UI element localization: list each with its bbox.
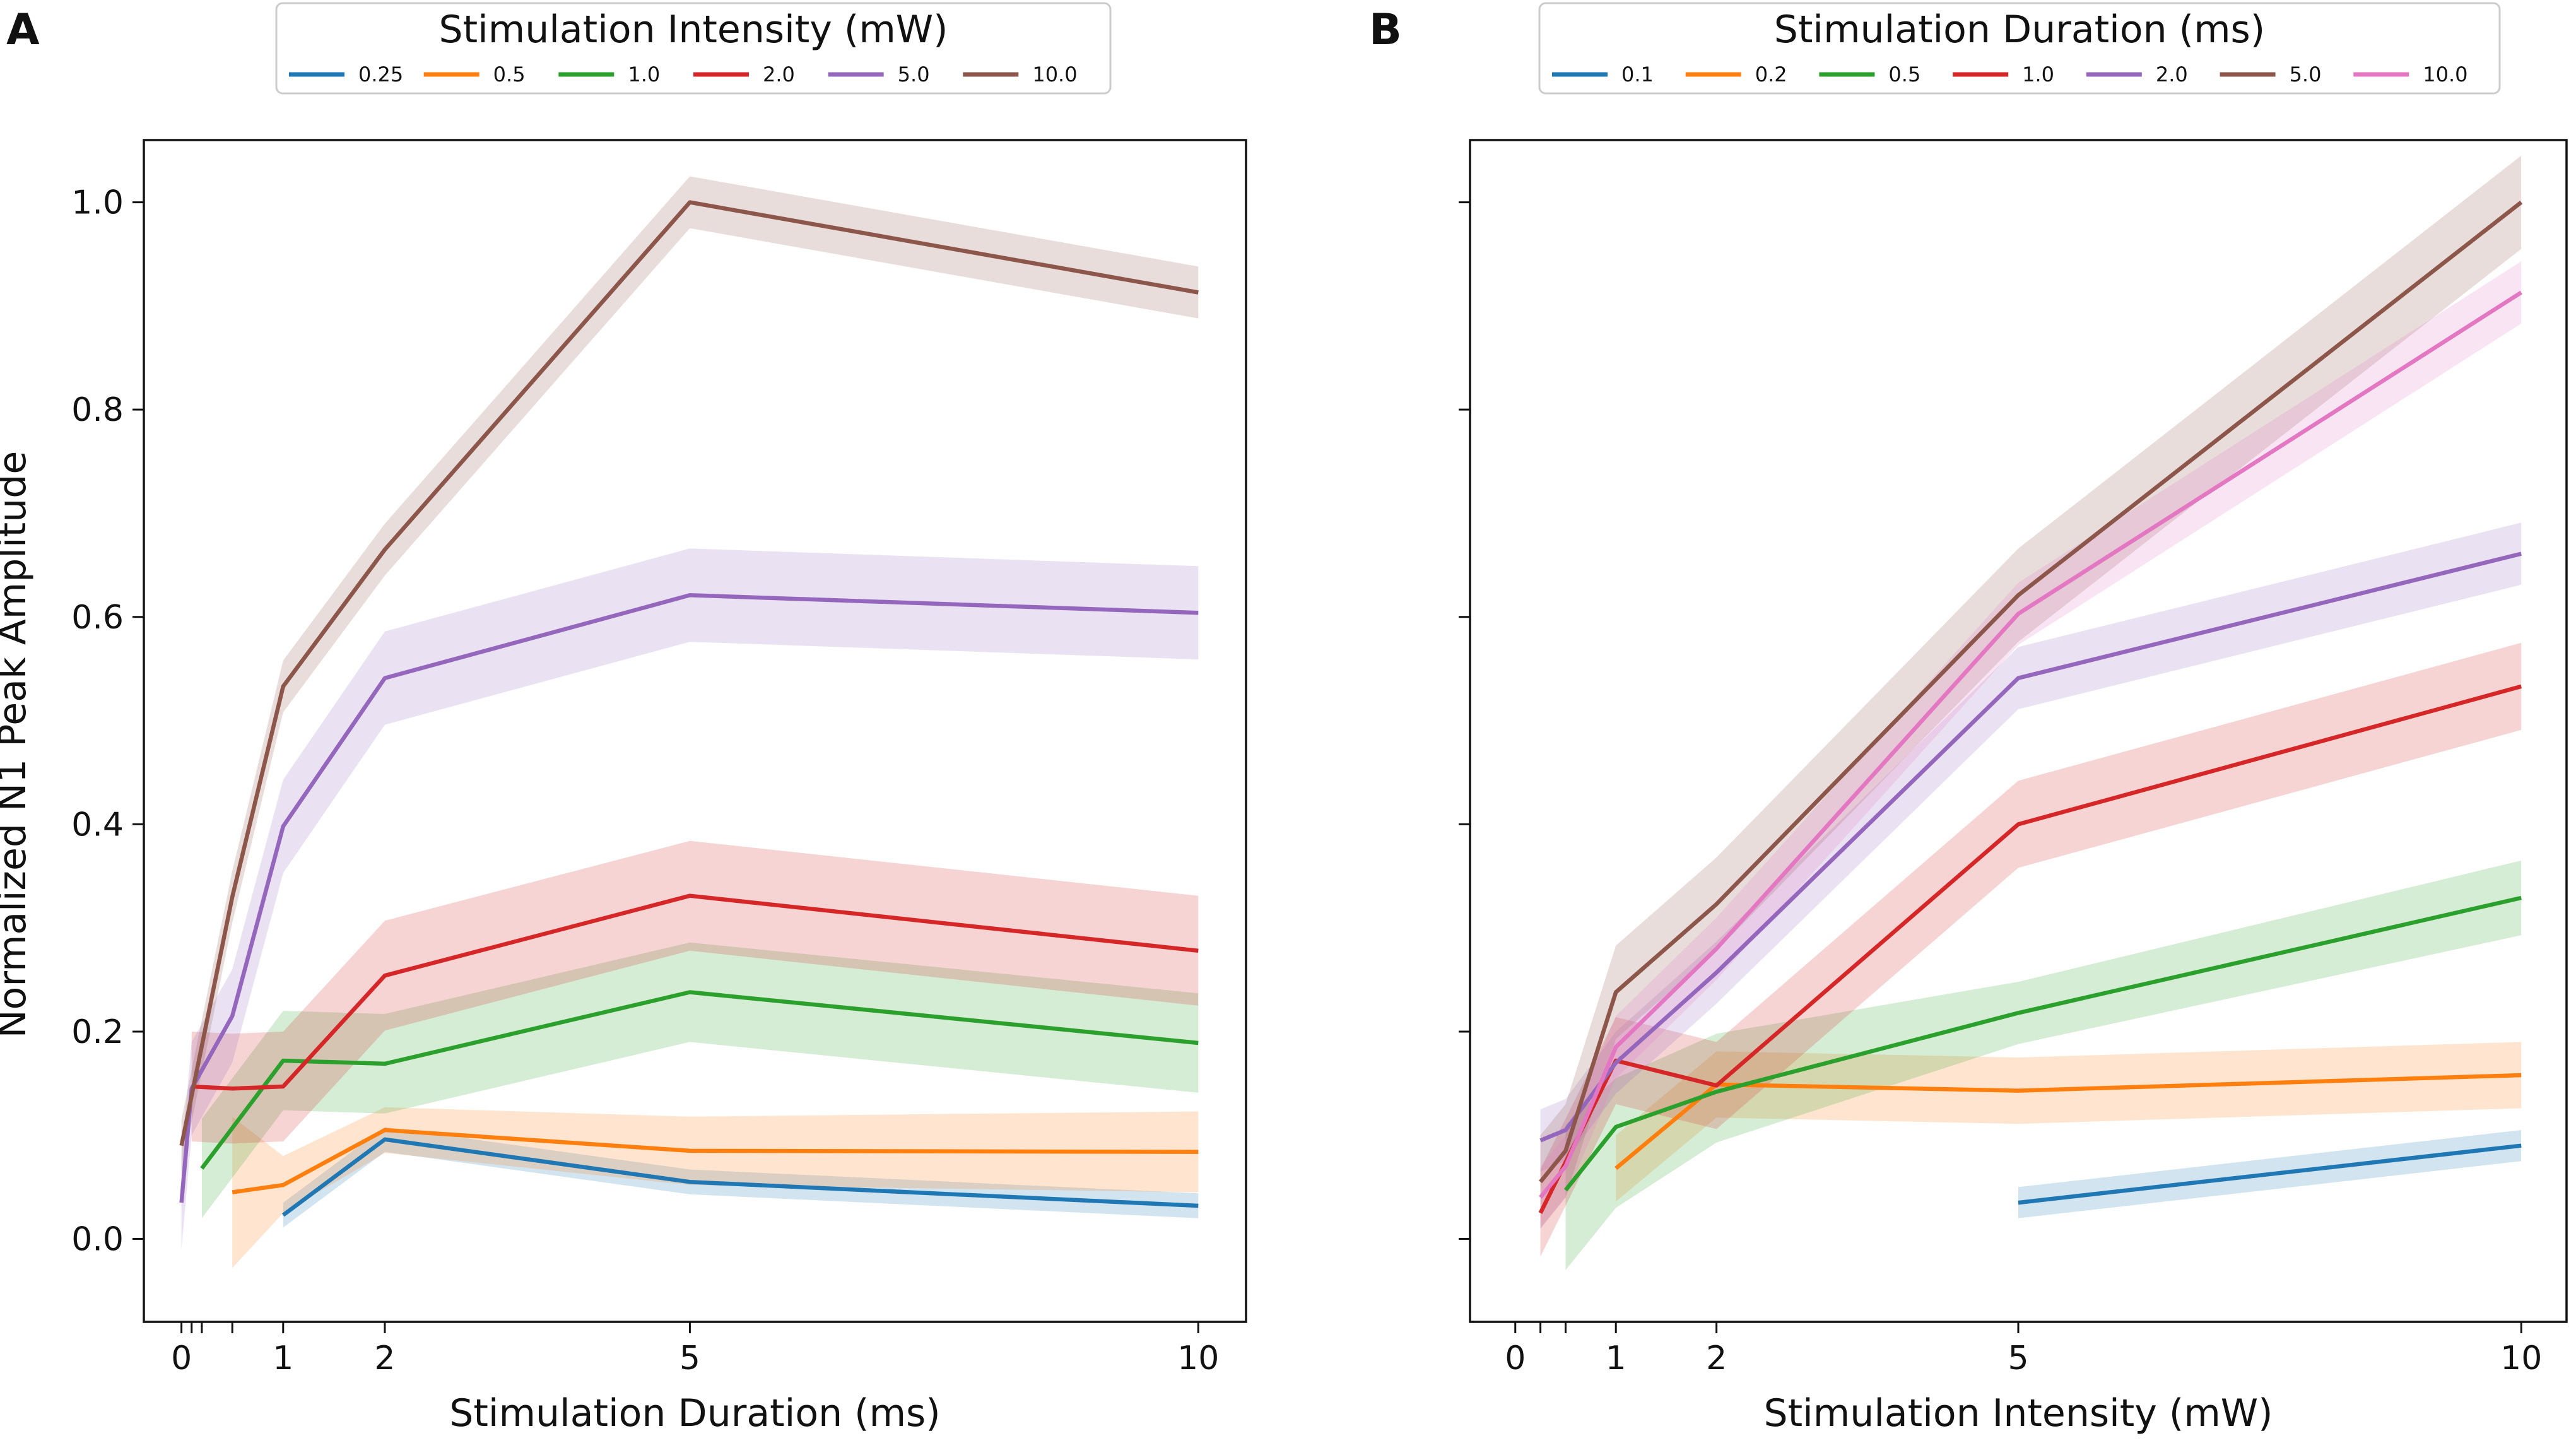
x-tick-label: 1: [1606, 1340, 1626, 1377]
series-line: [232, 1128, 1199, 1194]
y-tick-label: 0.0: [71, 1221, 124, 1259]
x-tick-label: 0: [1505, 1340, 1526, 1377]
legend-entry-label: 0.5: [493, 62, 526, 86]
series-band: [1565, 860, 2522, 1270]
series-line: [200, 990, 1199, 1170]
series-band: [232, 1107, 1199, 1268]
x-tick-label: 5: [679, 1340, 700, 1377]
y-tick-label: 0.8: [71, 391, 124, 429]
y-tick-label: 0.2: [71, 1013, 124, 1051]
y-axis-label: Normalized N1 Peak Amplitude: [0, 451, 35, 1038]
panel-b: B 0 1 2 5 10 Stimulation Intensity (mW) Stimula…: [1369, 2, 2568, 1435]
legend-entry-label: 10.0: [2423, 62, 2467, 86]
series-band: [181, 548, 1199, 1249]
legend-entry-label: 5.0: [2290, 62, 2322, 86]
x-tick-label: 1: [273, 1340, 293, 1377]
panel-a: A 0 1 2 5 10 0.0 0.2 0.4 0.6 0.8 1.0 Stimulation Dur…: [6, 2, 1247, 1435]
series-band: [201, 942, 1199, 1218]
x-tick-label: 10: [1177, 1340, 1219, 1377]
series-band: [1540, 261, 2522, 1229]
legend-entry-label: 2.0: [2156, 62, 2188, 86]
y-tick-label: 0.6: [71, 599, 124, 637]
x-axis-label: Stimulation Intensity (mW): [1763, 1391, 2273, 1435]
legend-entry-label: 0.1: [1621, 62, 1654, 86]
panel-label: B: [1369, 5, 1402, 55]
x-tick-label: 10: [2500, 1340, 2542, 1377]
legend-box: [275, 2, 1112, 95]
legend-entry-label: 1.0: [2022, 62, 2054, 86]
y-tick-label: 0.4: [71, 806, 124, 844]
legend: Stimulation Intensity (mW) 0.25 0.5 1.0 2.0 5…: [275, 2, 1112, 95]
x-tick-label: 0: [171, 1340, 192, 1377]
x-axis-label: Stimulation Duration (ms): [449, 1391, 940, 1435]
legend-box: [1538, 2, 2501, 95]
legend-entry-label: 0.5: [1888, 62, 1920, 86]
series-line: [1563, 895, 2522, 1192]
plot-frame: [143, 139, 1247, 1323]
series-line: [1539, 290, 2522, 1199]
legend-entry-label: 2.0: [763, 62, 795, 86]
legend: Stimulation Duration (ms) 0.1 0.2 0.5 1.0 2.0…: [1538, 2, 2501, 95]
series-band: [191, 840, 1199, 1144]
series-band: [1540, 522, 2522, 1172]
y-tick-label: 1.0: [71, 184, 124, 222]
series-band: [1540, 642, 2522, 1257]
series-line: [281, 1137, 1199, 1217]
series-line: [1539, 551, 2522, 1143]
legend-title: Stimulation Duration (ms): [1774, 8, 2265, 52]
series-line: [1539, 201, 2523, 1184]
legend-entry-label: 0.2: [1755, 62, 1787, 86]
series-band: [283, 1127, 1199, 1228]
x-tick-label: 2: [374, 1340, 395, 1377]
series-line: [179, 200, 1199, 1146]
series-line: [1614, 1073, 2522, 1170]
legend-entry-label: 10.0: [1032, 62, 1077, 86]
panel-label: A: [6, 5, 40, 55]
legend-entry-label: 1.0: [628, 62, 660, 86]
series-band: [1540, 155, 2522, 1229]
legend-entry-label: 5.0: [898, 62, 930, 86]
series-line: [2018, 1143, 2522, 1205]
x-tick-label: 5: [2008, 1340, 2028, 1377]
legend-entry-label: 0.25: [358, 62, 403, 86]
series-line: [191, 893, 1199, 1091]
legend-title: Stimulation Intensity (mW): [438, 8, 948, 52]
x-tick-label: 2: [1706, 1340, 1727, 1377]
